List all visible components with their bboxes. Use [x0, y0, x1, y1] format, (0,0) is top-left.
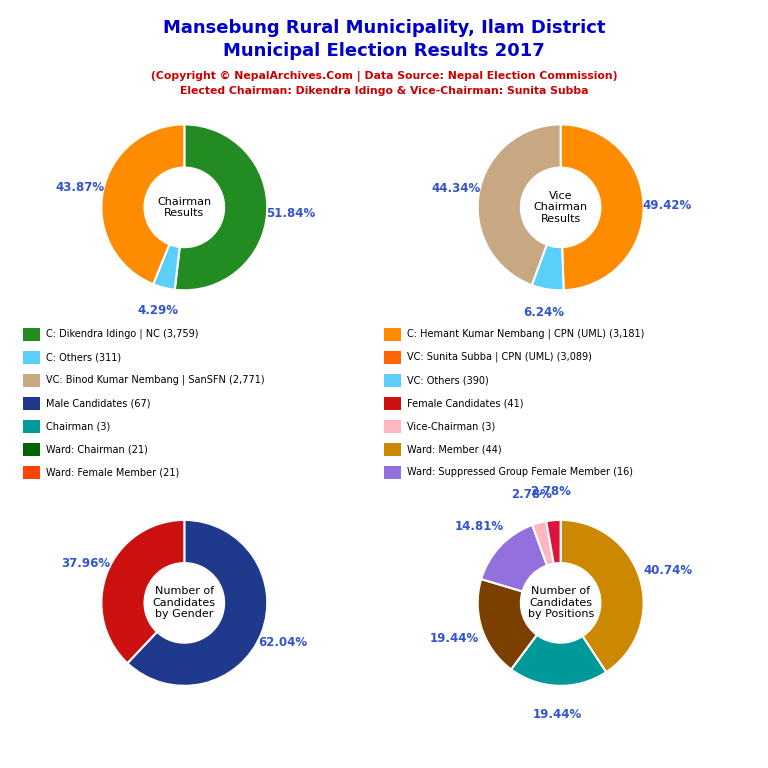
Text: C: Hemant Kumar Nembang | CPN (UML) (3,181): C: Hemant Kumar Nembang | CPN (UML) (3,1…: [407, 329, 644, 339]
Text: Number of
Candidates
by Positions: Number of Candidates by Positions: [528, 586, 594, 620]
Wedge shape: [546, 520, 561, 564]
Text: Female Candidates (41): Female Candidates (41): [407, 398, 524, 409]
Text: 44.34%: 44.34%: [432, 182, 481, 195]
Text: 19.44%: 19.44%: [430, 631, 479, 644]
Text: Vice-Chairman (3): Vice-Chairman (3): [407, 421, 495, 432]
Text: Vice
Chairman
Results: Vice Chairman Results: [534, 190, 588, 224]
Wedge shape: [532, 521, 554, 565]
Wedge shape: [482, 525, 547, 591]
Text: Ward: Female Member (21): Ward: Female Member (21): [46, 467, 180, 478]
Text: 6.24%: 6.24%: [523, 306, 564, 319]
Text: 2.78%: 2.78%: [531, 485, 571, 498]
Wedge shape: [175, 124, 267, 290]
Text: 2.78%: 2.78%: [511, 488, 552, 502]
Text: Number of
Candidates
by Gender: Number of Candidates by Gender: [153, 586, 216, 620]
Text: VC: Others (390): VC: Others (390): [407, 375, 488, 386]
Wedge shape: [531, 245, 564, 290]
Text: Ward: Chairman (21): Ward: Chairman (21): [46, 444, 148, 455]
Wedge shape: [478, 579, 537, 670]
Wedge shape: [153, 244, 180, 290]
Text: 19.44%: 19.44%: [533, 708, 582, 721]
Text: VC: Binod Kumar Nembang | SanSFN (2,771): VC: Binod Kumar Nembang | SanSFN (2,771): [46, 375, 265, 386]
Text: Male Candidates (67): Male Candidates (67): [46, 398, 151, 409]
Text: Chairman
Results: Chairman Results: [157, 197, 211, 218]
Text: 14.81%: 14.81%: [455, 520, 504, 532]
Wedge shape: [101, 520, 184, 664]
Wedge shape: [478, 124, 561, 285]
Text: 40.74%: 40.74%: [644, 564, 693, 578]
Text: 4.29%: 4.29%: [137, 303, 178, 316]
Wedge shape: [561, 124, 644, 290]
Text: 62.04%: 62.04%: [258, 636, 307, 649]
Wedge shape: [101, 124, 184, 284]
Text: Chairman (3): Chairman (3): [46, 421, 111, 432]
Text: 49.42%: 49.42%: [642, 199, 691, 212]
Text: C: Dikendra Idingo | NC (3,759): C: Dikendra Idingo | NC (3,759): [46, 329, 199, 339]
Text: Ward: Member (44): Ward: Member (44): [407, 444, 502, 455]
Text: (Copyright © NepalArchives.Com | Data Source: Nepal Election Commission)
Elected: (Copyright © NepalArchives.Com | Data So…: [151, 71, 617, 96]
Text: 51.84%: 51.84%: [266, 207, 315, 220]
Wedge shape: [511, 635, 606, 686]
Text: 43.87%: 43.87%: [55, 180, 104, 194]
Text: C: Others (311): C: Others (311): [46, 352, 121, 362]
Text: Ward: Suppressed Group Female Member (16): Ward: Suppressed Group Female Member (16…: [407, 467, 633, 478]
Text: Mansebung Rural Municipality, Ilam District
Municipal Election Results 2017: Mansebung Rural Municipality, Ilam Distr…: [163, 19, 605, 60]
Text: 37.96%: 37.96%: [61, 557, 111, 570]
Wedge shape: [127, 520, 267, 686]
Text: VC: Sunita Subba | CPN (UML) (3,089): VC: Sunita Subba | CPN (UML) (3,089): [407, 352, 592, 362]
Wedge shape: [561, 520, 644, 672]
